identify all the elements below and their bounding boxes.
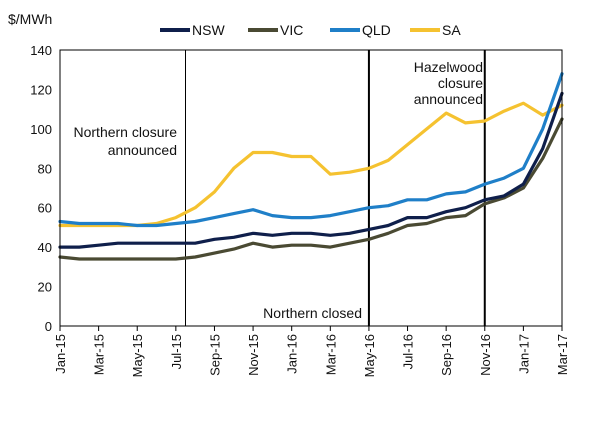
y-tick-label: 100 — [30, 122, 52, 137]
x-tick-label: Mar-17 — [555, 334, 570, 375]
annotations: Northern closure announced Northern closed… — [74, 59, 484, 321]
annotation-text: announced — [414, 91, 483, 107]
series-lines — [58, 72, 564, 261]
x-axis-ticks: Jan-15 Mar-15 May-15 Jul-15 Sep-15 Nov-15 Jan-… — [53, 326, 570, 377]
x-tick-label: May-16 — [362, 334, 377, 377]
series-line-qld — [58, 72, 564, 228]
x-tick-label: Nov-16 — [478, 334, 493, 376]
y-tick-label: 140 — [30, 43, 52, 58]
x-tick-label: Mar-15 — [92, 334, 107, 375]
y-axis-label: $/MWh — [8, 11, 52, 27]
annotation-text: announced — [108, 142, 177, 158]
plot-frame — [59, 49, 563, 327]
x-tick-label: Nov-15 — [246, 334, 261, 376]
x-tick-label: Jul-16 — [401, 334, 416, 369]
legend-label-vic: VIC — [280, 22, 303, 38]
y-tick-label: 20 — [38, 280, 52, 295]
annotation-text: Hazelwood — [414, 59, 483, 75]
y-tick-label: 120 — [30, 82, 52, 97]
event-markers — [185, 50, 486, 326]
y-tick-label: 60 — [38, 201, 52, 216]
x-tick-label: Jul-15 — [169, 334, 184, 369]
annotation-text: closure — [438, 75, 483, 91]
x-tick-label: Sep-16 — [439, 334, 454, 376]
x-tick-label: Sep-15 — [207, 334, 222, 376]
annotation-text: Northern closure — [74, 124, 178, 140]
annotation-text: Northern closed — [263, 305, 362, 321]
legend-label-sa: SA — [442, 22, 461, 38]
x-tick-label: Mar-16 — [323, 334, 338, 375]
x-tick-label: Jan-17 — [516, 334, 531, 374]
y-tick-label: 40 — [38, 240, 52, 255]
x-tick-label: Jan-15 — [53, 334, 68, 374]
y-tick-label: 80 — [38, 161, 52, 176]
x-tick-label: Jan-16 — [285, 334, 300, 374]
legend: NSW VIC QLD SA — [160, 22, 461, 38]
legend-label-nsw: NSW — [192, 22, 225, 38]
x-tick-label: May-15 — [130, 334, 145, 377]
y-axis-ticks: 0 20 40 60 80 100 120 140 — [30, 43, 52, 334]
legend-label-qld: QLD — [362, 22, 391, 38]
series-line-nsw — [58, 91, 564, 249]
series-line-sa — [58, 101, 564, 228]
series-line-vic — [58, 117, 564, 261]
y-tick-label: 0 — [45, 319, 52, 334]
